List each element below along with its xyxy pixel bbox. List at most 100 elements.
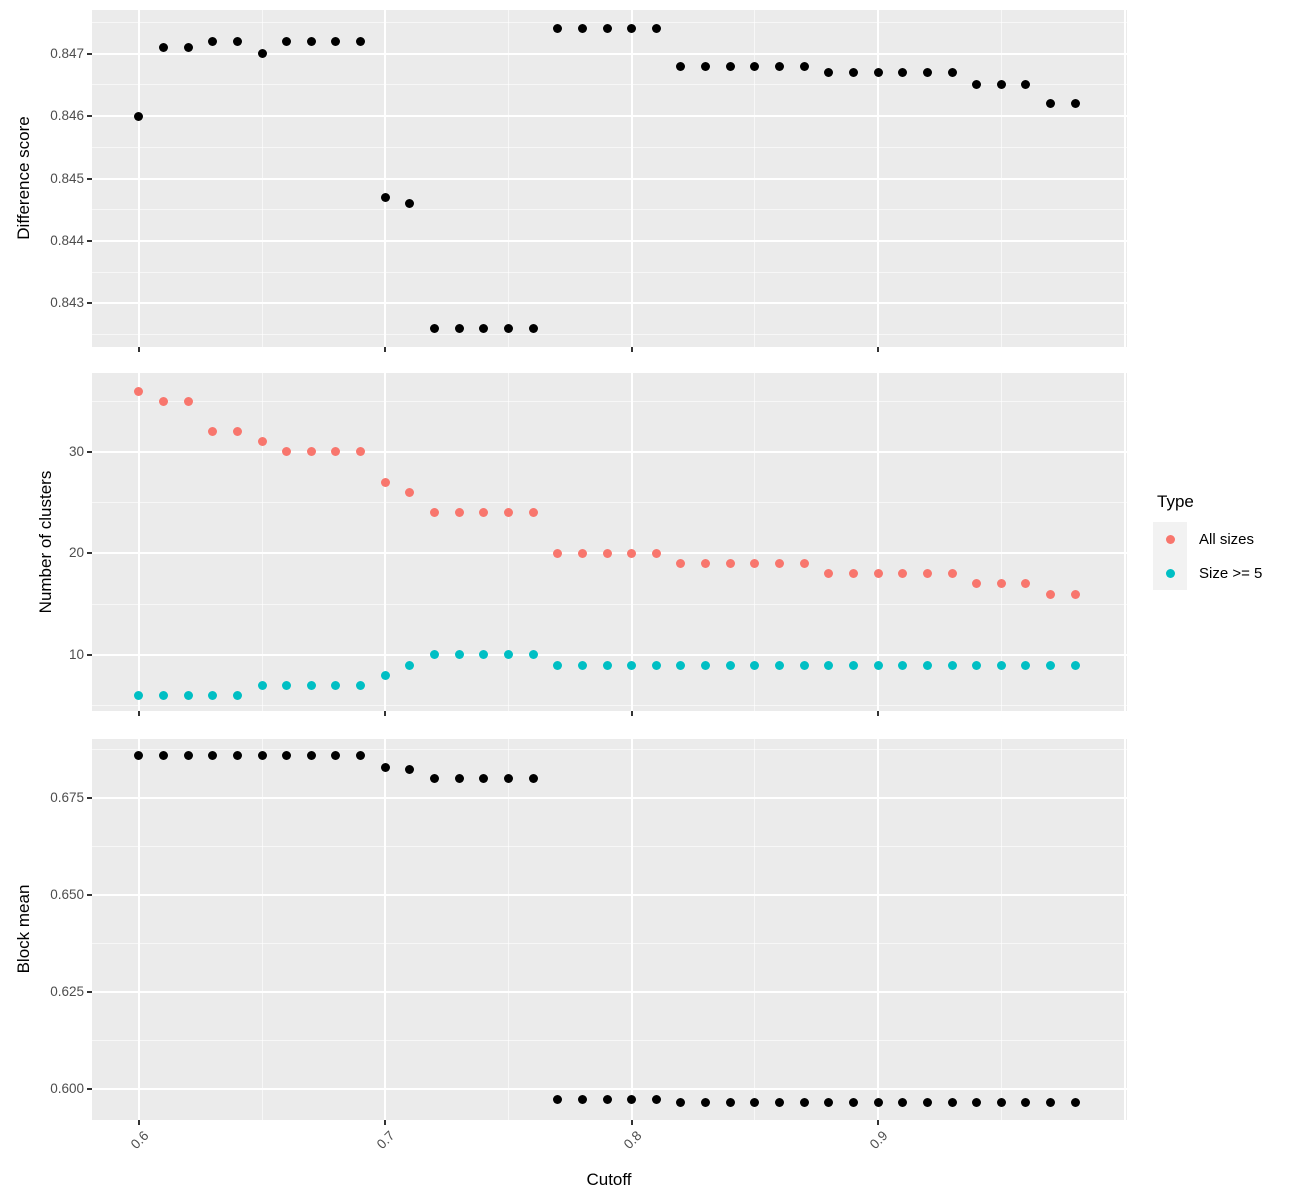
data-point bbox=[430, 323, 440, 333]
data-point bbox=[405, 198, 415, 208]
y-tick-label: 0.600 bbox=[50, 1080, 84, 1096]
gridline-minor-h bbox=[92, 943, 1127, 945]
x-axis-title: Cutoff bbox=[586, 1170, 632, 1189]
x-tick-mark bbox=[137, 1120, 140, 1125]
data-point bbox=[898, 67, 908, 77]
data-point bbox=[1021, 80, 1031, 90]
data-point bbox=[972, 660, 982, 670]
x-tick-mark bbox=[137, 347, 140, 352]
data-point bbox=[627, 1095, 637, 1105]
x-tick-mark bbox=[384, 1120, 387, 1125]
data-point bbox=[1046, 589, 1056, 599]
data-point bbox=[996, 579, 1006, 589]
gridline-major-h bbox=[92, 797, 1127, 800]
data-point bbox=[232, 427, 242, 437]
data-point bbox=[577, 24, 587, 34]
data-point bbox=[356, 751, 366, 761]
y-tick-mark bbox=[87, 991, 92, 994]
data-point bbox=[996, 1098, 1006, 1108]
data-point bbox=[701, 660, 711, 670]
data-point bbox=[627, 660, 637, 670]
data-point bbox=[873, 569, 883, 579]
data-point bbox=[503, 650, 513, 660]
y-tick-label: 0.847 bbox=[50, 45, 84, 61]
data-point bbox=[651, 548, 661, 558]
data-point bbox=[183, 751, 193, 761]
data-point bbox=[701, 61, 711, 71]
data-point bbox=[553, 24, 563, 34]
legend-entry-all-sizes: All sizes bbox=[1153, 522, 1262, 556]
gridline-minor-h bbox=[92, 846, 1127, 848]
data-point bbox=[1070, 99, 1080, 109]
legend-label: All sizes bbox=[1199, 530, 1255, 548]
data-point bbox=[454, 650, 464, 660]
data-point bbox=[430, 774, 440, 784]
gridline-major-h bbox=[92, 52, 1127, 55]
data-point bbox=[725, 61, 735, 71]
data-point bbox=[824, 1098, 834, 1108]
data-point bbox=[972, 579, 982, 589]
gridline-minor-h bbox=[92, 21, 1127, 23]
gridline-major-v bbox=[877, 10, 880, 347]
y-tick-mark bbox=[87, 552, 92, 555]
data-point bbox=[183, 42, 193, 52]
data-point bbox=[602, 660, 612, 670]
data-point bbox=[183, 396, 193, 406]
gridline-minor-v bbox=[1000, 373, 1002, 711]
y-tick-label: 0.846 bbox=[50, 108, 84, 124]
data-point bbox=[577, 660, 587, 670]
data-point bbox=[676, 660, 686, 670]
data-point bbox=[232, 36, 242, 46]
data-point bbox=[454, 323, 464, 333]
y-tick-label: 30 bbox=[68, 443, 84, 459]
y-tick-mark bbox=[87, 450, 92, 453]
data-point bbox=[972, 80, 982, 90]
data-point bbox=[134, 386, 144, 396]
data-point bbox=[158, 751, 168, 761]
y-tick-label: 0.625 bbox=[50, 984, 84, 1000]
data-point bbox=[306, 751, 316, 761]
y-tick-mark bbox=[87, 177, 92, 180]
gridline-minor-h bbox=[92, 1040, 1127, 1042]
y-axis-title-number-of-clusters: Number of clusters bbox=[36, 470, 55, 614]
data-point bbox=[405, 488, 415, 498]
data-point bbox=[775, 61, 785, 71]
data-point bbox=[922, 1098, 932, 1108]
data-point bbox=[996, 660, 1006, 670]
gridline-minor-v bbox=[754, 739, 756, 1120]
data-point bbox=[282, 36, 292, 46]
data-point bbox=[750, 559, 760, 569]
data-point bbox=[503, 508, 513, 518]
data-point bbox=[676, 61, 686, 71]
y-tick-label: 0.650 bbox=[50, 887, 84, 903]
data-point bbox=[528, 650, 538, 660]
data-point bbox=[356, 680, 366, 690]
y-tick-label: 20 bbox=[68, 545, 84, 561]
data-point bbox=[1021, 579, 1031, 589]
data-point bbox=[848, 569, 858, 579]
gridline-major-v bbox=[630, 373, 633, 711]
data-point bbox=[898, 660, 908, 670]
gridline-major-v bbox=[384, 373, 387, 711]
data-point bbox=[454, 508, 464, 518]
data-point bbox=[873, 1098, 883, 1108]
gridline-minor-v bbox=[261, 739, 263, 1120]
gridline-major-h bbox=[92, 177, 1127, 180]
data-point bbox=[208, 36, 218, 46]
x-tick-mark bbox=[630, 347, 633, 352]
data-point bbox=[282, 447, 292, 457]
data-point bbox=[208, 691, 218, 701]
x-tick-mark bbox=[630, 1120, 633, 1125]
data-point bbox=[651, 24, 661, 34]
data-point bbox=[602, 1095, 612, 1105]
data-point bbox=[775, 559, 785, 569]
data-point bbox=[873, 67, 883, 77]
y-tick-label: 0.845 bbox=[50, 170, 84, 186]
data-point bbox=[750, 1098, 760, 1108]
data-point bbox=[848, 67, 858, 77]
data-point bbox=[158, 691, 168, 701]
data-point bbox=[947, 1098, 957, 1108]
data-point bbox=[898, 569, 908, 579]
data-point bbox=[282, 751, 292, 761]
gridline-minor-h bbox=[92, 334, 1127, 336]
